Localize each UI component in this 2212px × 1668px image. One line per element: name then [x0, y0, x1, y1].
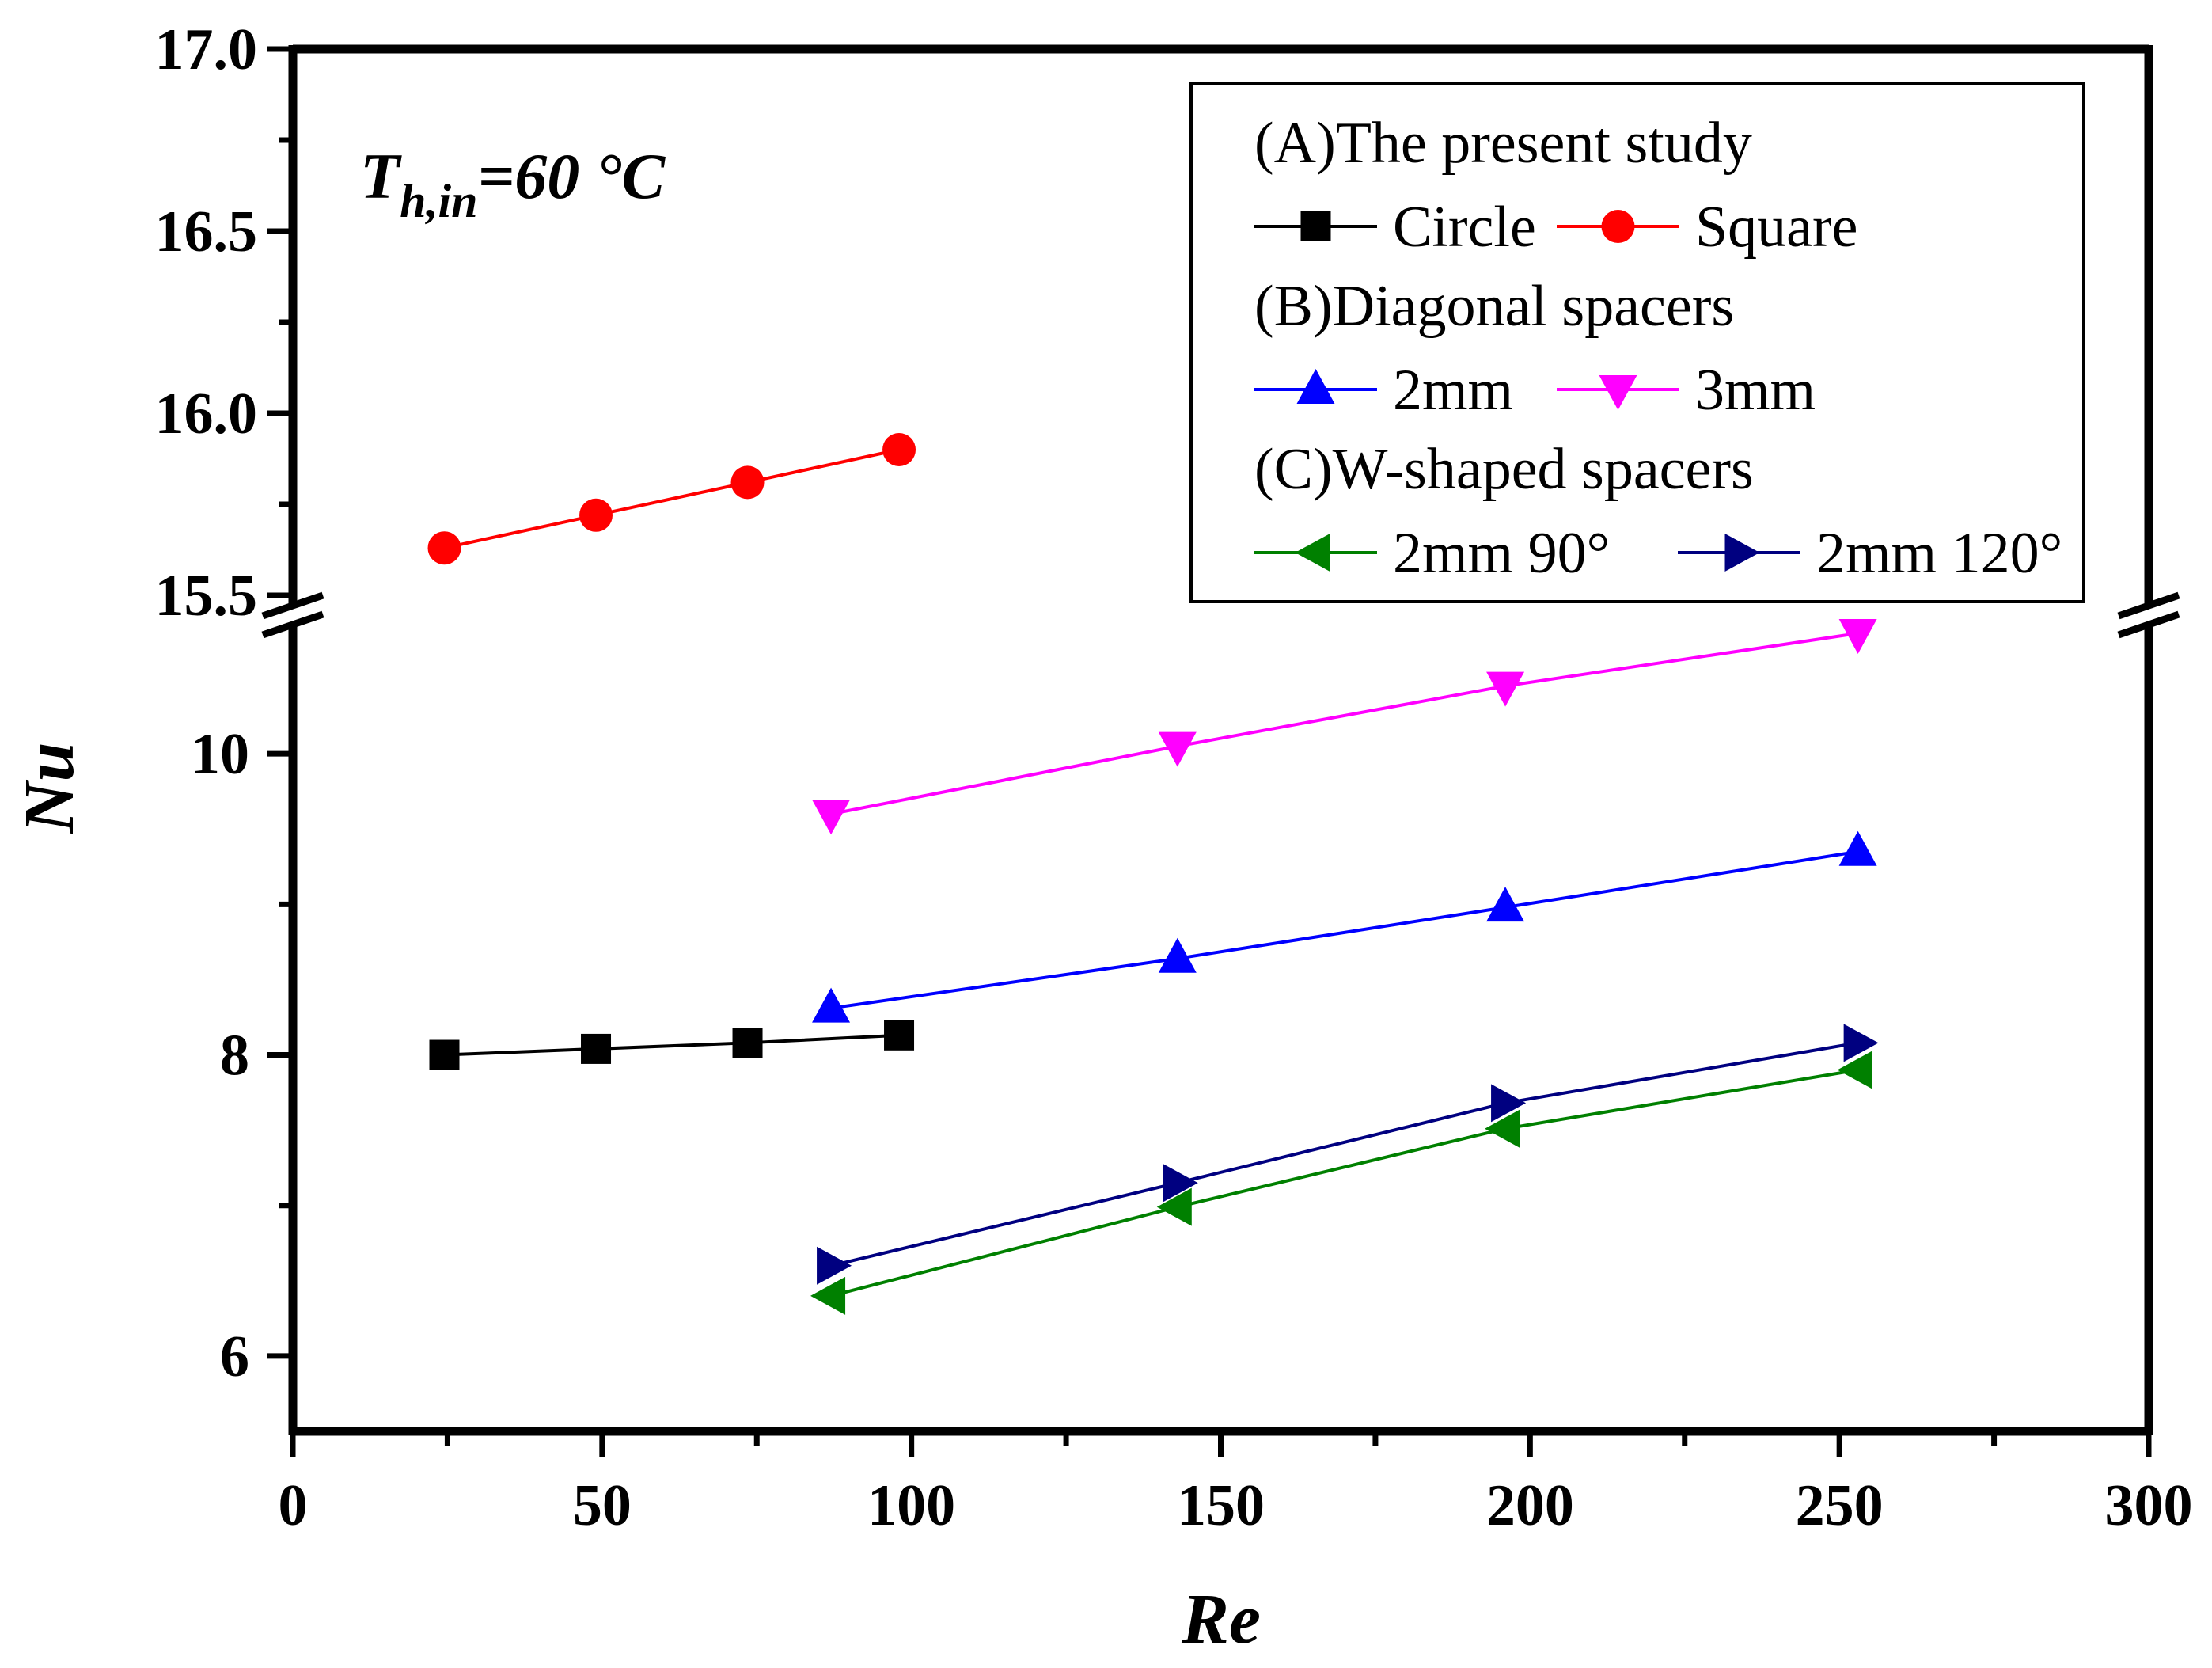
series-square — [427, 433, 916, 565]
y-tick-label: 8 — [220, 1024, 249, 1089]
x-tick-label: 300 — [2105, 1473, 2193, 1538]
legend-entry-label: 3mm — [1695, 358, 1816, 423]
x-tick-label: 150 — [1177, 1473, 1265, 1538]
legend-entry-label: 2mm 120° — [1816, 521, 2062, 586]
legend-entry-label: 2mm — [1393, 358, 1513, 423]
legend-group-heading: (C)W-shaped spacers — [1254, 437, 1754, 502]
data-point-2mm — [812, 987, 851, 1023]
data-point-3mm — [1838, 619, 1877, 654]
legend-box — [1189, 82, 2085, 603]
x-tick-label: 50 — [573, 1473, 632, 1538]
data-point-3mm — [1158, 731, 1197, 767]
data-point-2mm-120deg — [1491, 1084, 1527, 1123]
data-point-3mm — [1486, 671, 1525, 707]
legend-entry-label: 2mm 90° — [1393, 521, 1610, 586]
data-point-2mm — [1838, 830, 1877, 866]
data-point-square — [427, 531, 461, 565]
axes: 0 50 100 150 200 250 300 6 8 10 15.5 16.0 16.5 17.0 — [155, 17, 2193, 1538]
y-tick-label: 16.5 — [155, 199, 258, 264]
x-axis-title: Re — [1181, 1580, 1261, 1659]
legend: (A)The present study Circle Square (B)Diago… — [1189, 82, 2085, 603]
series-2mm-120deg — [817, 1024, 1879, 1285]
series-line-square — [444, 448, 900, 550]
legend-entry-label: Square — [1695, 195, 1858, 260]
legend-marker — [1296, 369, 1335, 404]
y-tick-label: 15.5 — [155, 564, 258, 629]
data-point-2mm — [1486, 887, 1525, 922]
data-point-2mm-90deg — [1485, 1109, 1520, 1148]
y-tick-label: 10 — [191, 722, 249, 787]
data-point-2mm-90deg — [1837, 1051, 1872, 1089]
legend-entry-label: Circle — [1393, 195, 1536, 260]
x-tick-label: 100 — [867, 1473, 955, 1538]
data-point-2mm-120deg — [817, 1246, 852, 1285]
data-point-2mm-90deg — [810, 1276, 846, 1315]
axis-break-mark — [2117, 610, 2180, 639]
legend-marker — [1724, 534, 1760, 572]
y-tick-label: 6 — [220, 1324, 249, 1389]
series-line-2mm-90deg — [830, 1068, 1858, 1298]
data-point-circle — [429, 1039, 460, 1070]
legend-marker — [1300, 211, 1331, 241]
series-line-2mm — [830, 849, 1858, 1010]
data-point-square — [579, 498, 613, 532]
series-layer — [427, 433, 1879, 1315]
axis-break-mark — [2117, 591, 2180, 620]
x-tick-label: 200 — [1486, 1473, 1574, 1538]
data-point-2mm-90deg — [1156, 1187, 1192, 1226]
data-point-circle — [884, 1020, 915, 1051]
legend-marker — [1295, 534, 1330, 572]
data-point-2mm-120deg — [1843, 1024, 1879, 1062]
y-tick-label: 16.0 — [155, 382, 258, 446]
legend-group-heading: (B)Diagonal spacers — [1254, 274, 1734, 339]
data-point-square — [730, 465, 765, 500]
data-point-2mm — [1158, 937, 1197, 973]
series-line-circle — [444, 1033, 900, 1057]
data-point-square — [882, 433, 916, 466]
series-line-3mm — [830, 632, 1858, 816]
series-3mm — [812, 619, 1877, 835]
axis-break-mark — [261, 591, 324, 620]
legend-group-heading: (A)The present study — [1254, 111, 1752, 176]
data-point-3mm — [812, 800, 851, 835]
legend-marker — [1599, 375, 1637, 410]
y-tick-label: 17.0 — [155, 17, 258, 82]
y-axis-title: Nu — [10, 742, 89, 834]
temperature-annotation: Th,in=60 °C — [360, 140, 666, 227]
legend-marker — [1601, 210, 1635, 243]
x-tick-label: 0 — [279, 1473, 308, 1538]
series-circle — [429, 1020, 915, 1070]
data-point-2mm-120deg — [1163, 1164, 1198, 1203]
series-2mm-90deg — [810, 1051, 1872, 1315]
data-point-circle — [581, 1033, 612, 1064]
series-line-2mm-120deg — [830, 1041, 1858, 1267]
data-point-circle — [732, 1028, 763, 1058]
x-tick-label: 250 — [1796, 1473, 1884, 1538]
axis-break-mark — [261, 610, 324, 639]
series-2mm — [812, 830, 1877, 1023]
